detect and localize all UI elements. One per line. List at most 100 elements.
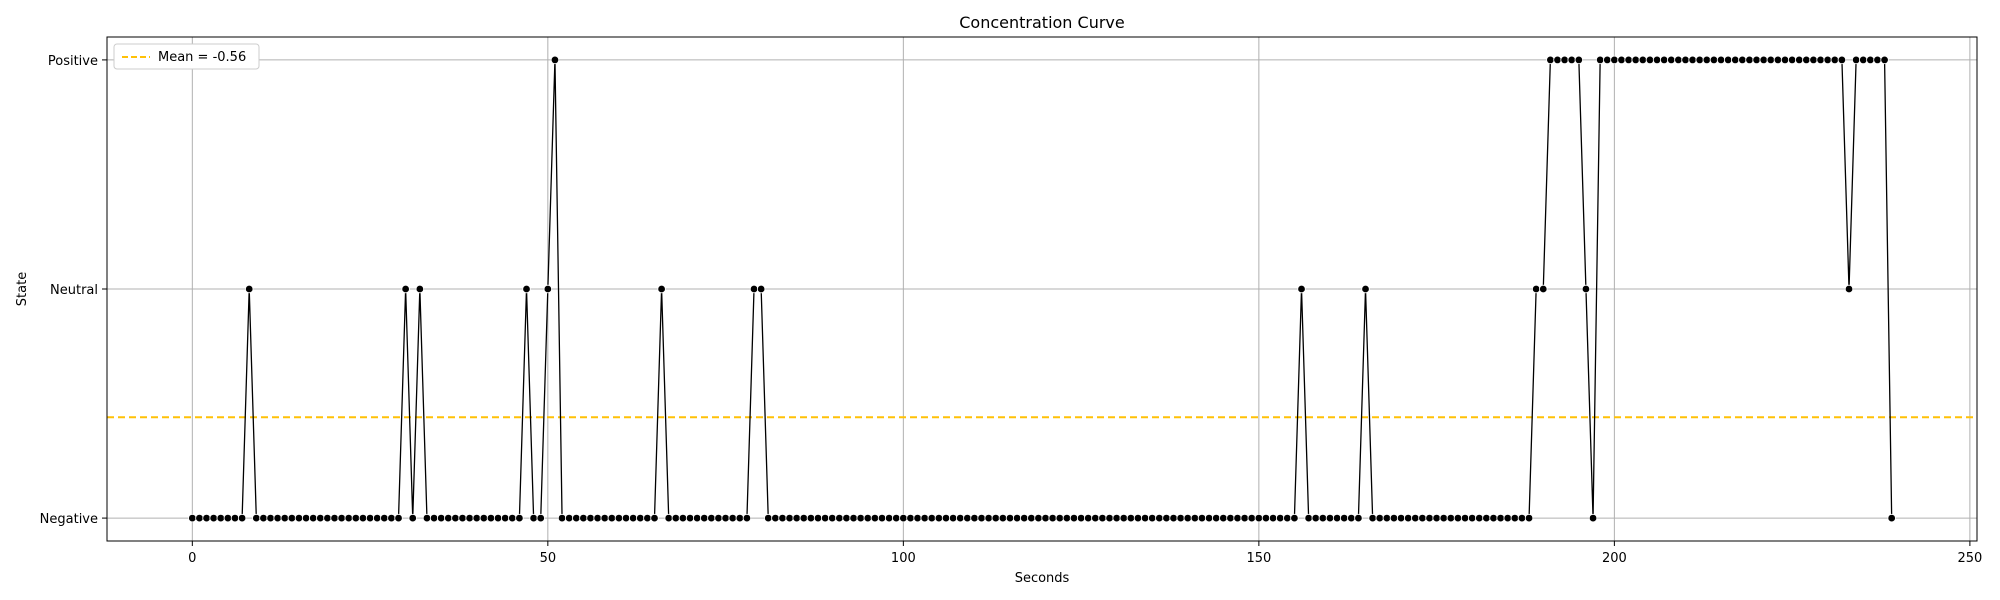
x-tick-label: 200 [1602,551,1627,566]
data-point [408,513,417,523]
data-point [1297,284,1306,294]
data-point [984,513,993,523]
data-point [899,513,908,523]
data-point [1674,55,1683,65]
data-point [1531,284,1541,294]
data-point [1091,513,1100,523]
data-point [1211,513,1221,523]
data-point [1681,55,1690,65]
data-point [550,55,560,65]
data-point [1652,55,1662,65]
legend-box [113,43,260,70]
data-point [1667,55,1676,65]
data-point [1425,513,1434,523]
data-point [202,513,211,523]
data-point [1873,55,1882,65]
data-point [735,513,745,523]
data-point [223,513,233,523]
data-point [1880,55,1889,65]
data-point [820,513,830,523]
data-point [700,513,709,523]
data-point [828,513,837,523]
data-point [1716,55,1726,65]
data-point [522,284,531,294]
data-point [1581,284,1591,294]
data-point [1624,55,1633,65]
data-point [1361,284,1370,294]
data-point [579,513,588,523]
data-point [472,513,481,523]
data-point [1439,513,1448,523]
data-point [593,513,602,523]
data-point [1048,513,1057,523]
y-tick-label: Negative [40,512,98,527]
data-point [259,513,268,523]
data-point [358,513,368,523]
x-axis-label: Seconds [1015,571,1070,586]
data-point [714,513,723,523]
data-point [309,513,318,523]
data-point [1517,513,1527,523]
data-point [1055,513,1064,523]
data-point [1261,513,1271,523]
data-point [1816,55,1825,65]
data-point [1475,513,1484,523]
data-point [422,513,432,523]
data-point [1731,55,1740,65]
data-point [1695,55,1704,65]
data-point [1339,513,1349,523]
data-point [337,513,346,523]
data-point [1240,513,1249,523]
data-point [749,284,759,294]
data-point [1183,513,1192,523]
data-point [515,513,524,523]
data-point [600,513,609,523]
data-point [465,513,474,523]
data-point [1176,513,1185,523]
data-point [444,513,453,523]
data-point [1041,513,1050,523]
data-point [351,513,361,523]
data-point [344,513,353,523]
data-point [756,284,766,294]
x-tick-label: 250 [1957,551,1982,566]
data-point [1766,55,1775,65]
data-point [685,513,695,523]
data-point [451,513,460,523]
data-point [387,513,396,523]
data-point [1219,513,1228,523]
data-point [1823,55,1832,65]
data-point [956,513,965,523]
data-point [1155,513,1164,523]
data-point [643,513,652,523]
data-point [1467,513,1477,523]
data-point [1496,513,1505,523]
data-point [508,513,517,523]
data-point [273,513,282,523]
data-point [621,513,631,523]
y-axis: Negative Neutral Positive [40,54,107,527]
data-point [1275,513,1285,523]
data-point [1140,513,1150,523]
data-point [742,513,752,523]
data-point [436,513,446,523]
data-point [614,513,624,523]
data-point [1539,284,1548,294]
data-point [415,284,425,294]
data-point [429,513,439,523]
data-point [252,513,261,523]
data-point [401,284,410,294]
data-point [764,513,773,523]
data-point [1510,513,1520,523]
data-point [963,513,972,523]
data-point [536,513,545,523]
data-point [906,513,915,523]
data-point [707,513,716,523]
data-point [792,513,801,523]
data-point [1489,513,1498,523]
data-point [1866,55,1875,65]
data-point [1169,513,1178,523]
data-point [1709,55,1719,65]
data-point [785,513,794,523]
data-point [1844,284,1854,294]
